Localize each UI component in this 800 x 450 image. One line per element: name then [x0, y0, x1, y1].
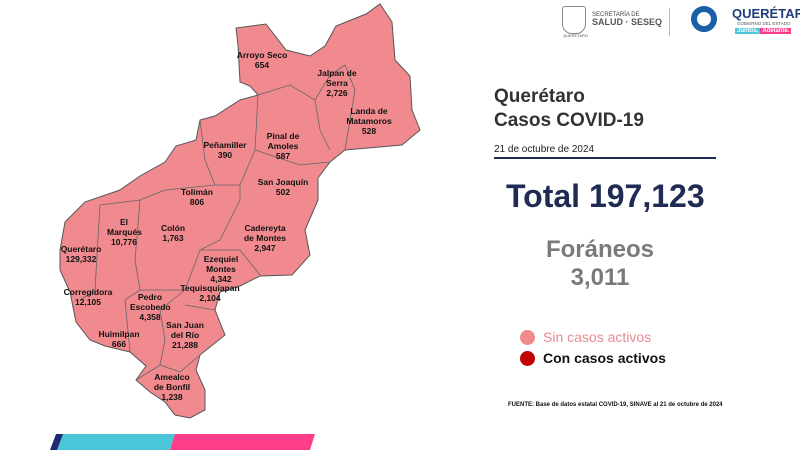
municipality-label: Cadereyta de Montes 2,947	[243, 223, 287, 253]
foraneos-value: 3,011	[570, 264, 630, 291]
municipality-name: Tolimán	[181, 187, 213, 197]
municipality-cases: 4,342	[210, 274, 232, 284]
secretaria-line2: SALUD · SESEQ	[592, 17, 663, 27]
municipality-name: Cadereyta de Montes	[243, 223, 287, 243]
footer-stripe	[50, 434, 315, 450]
municipality-label: Pedro Escobedo 4,358	[130, 292, 171, 322]
municipality-name: Tequisquiapan	[180, 283, 240, 293]
report-date: 21 de octubre de 2024	[494, 144, 595, 155]
municipality-label: Pinal de Amoles 587	[263, 131, 303, 161]
municipality-cases: 587	[275, 151, 291, 161]
seal-text: QUERÉTARO	[563, 33, 589, 38]
municipality-cases: 12,105	[75, 297, 101, 307]
legend-label: Con casos activos	[543, 350, 666, 366]
municipality-cases: 390	[217, 150, 233, 160]
municipality-label: Peñamiller 390	[204, 140, 247, 160]
municipality-cases: 2,104	[199, 293, 221, 303]
municipality-label: Querétaro 129,332	[61, 244, 102, 264]
title-divider	[494, 157, 716, 159]
secretaria-line1: SECRETARÍA DE	[592, 12, 640, 18]
municipality-name: Corregidora	[63, 287, 113, 297]
municipality-cases: 528	[361, 126, 377, 136]
municipality-name: Huimilpan	[98, 329, 140, 339]
municipality-label: Corregidora 12,105	[64, 287, 113, 307]
source-note: FUENTE: Base de datos estatal COVID-19, …	[508, 402, 723, 408]
state-seal-icon	[562, 6, 586, 34]
legend-swatch	[520, 350, 535, 366]
municipality-name: San Joaquín	[257, 177, 309, 187]
municipality-cases: 654	[254, 60, 270, 70]
page-title-line2: Casos COVID-19	[494, 110, 644, 131]
municipality-label: San Juan del Río 21,288	[163, 320, 207, 350]
municipality-name: Querétaro	[60, 244, 102, 254]
legend-swatch	[520, 329, 535, 345]
municipality-name: Pinal de Amoles	[266, 131, 300, 151]
municipality-label: Landa de Matamoros 528	[344, 106, 394, 136]
gov-logo-title: QUERÉTARO	[732, 6, 800, 21]
municipality-cases: 2,947	[254, 243, 276, 253]
logo-divider	[669, 8, 670, 36]
municipality-cases: 10,776	[111, 237, 137, 247]
state-outline	[59, 3, 421, 419]
gov-logo-subtitle: GOBIERNO DEL ESTADO	[737, 21, 791, 26]
gov-logo-tagline: Juntos, Adelante.	[735, 28, 792, 34]
municipality-name: Landa de Matamoros	[346, 106, 392, 126]
municipality-name: Ezequiel Montes	[203, 254, 239, 274]
municipality-name: Amealco de Bonfil	[153, 372, 191, 392]
municipality-label: Huimilpan 666	[98, 329, 139, 349]
municipality-cases: 4,358	[139, 312, 161, 322]
municipality-label: Amealco de Bonfil 1,238	[150, 372, 194, 402]
legend-item-sin-casos: Sin casos activos	[520, 329, 651, 345]
municipality-label: Jalpan de Serra 2,726	[317, 68, 357, 98]
municipality-cases: 21,288	[172, 340, 198, 350]
municipality-name: El Marqués	[107, 217, 142, 237]
queretaro-q-logo-icon	[691, 6, 717, 32]
municipality-cases: 1,763	[162, 233, 184, 243]
municipality-name: Peñamiller	[203, 140, 247, 150]
municipality-name: Pedro Escobedo	[130, 292, 171, 312]
municipality-name: Colón	[160, 223, 186, 233]
municipality-cases: 666	[111, 339, 127, 349]
municipality-name: Arroyo Seco	[236, 50, 288, 60]
tagline-part2: Adelante.	[760, 28, 792, 34]
municipality-label: Ezequiel Montes 4,342	[203, 254, 239, 284]
tagline-part1: Juntos,	[735, 28, 761, 34]
legend-item-con-casos: Con casos activos	[520, 350, 666, 366]
page-title-line1: Querétaro	[494, 86, 585, 107]
foraneos-label: Foráneos	[545, 236, 655, 263]
municipality-cases: 502	[275, 187, 291, 197]
municipality-cases: 1,238	[161, 392, 183, 402]
municipality-cases: 806	[189, 197, 205, 207]
municipality-label: Colón 1,763	[161, 223, 185, 243]
secretaria-salud-logo: SECRETARÍA DE SALUD · SESEQ	[562, 6, 662, 34]
municipality-cases: 2,726	[326, 88, 348, 98]
municipal-borders	[79, 64, 356, 381]
municipality-label: Tequisquiapan 2,104	[180, 283, 239, 303]
municipality-label: San Joaquín 502	[258, 177, 309, 197]
municipality-label: El Marqués 10,776	[107, 217, 142, 247]
municipality-name: San Juan del Río	[166, 320, 204, 340]
municipality-cases: 129,332	[65, 254, 97, 264]
municipality-label: Tolimán 806	[181, 187, 213, 207]
municipality-name: Jalpan de Serra	[317, 68, 357, 88]
municipality-label: Arroyo Seco 654	[237, 50, 288, 70]
total-cases: Total 197,123	[506, 178, 705, 214]
legend-label: Sin casos activos	[543, 329, 652, 345]
